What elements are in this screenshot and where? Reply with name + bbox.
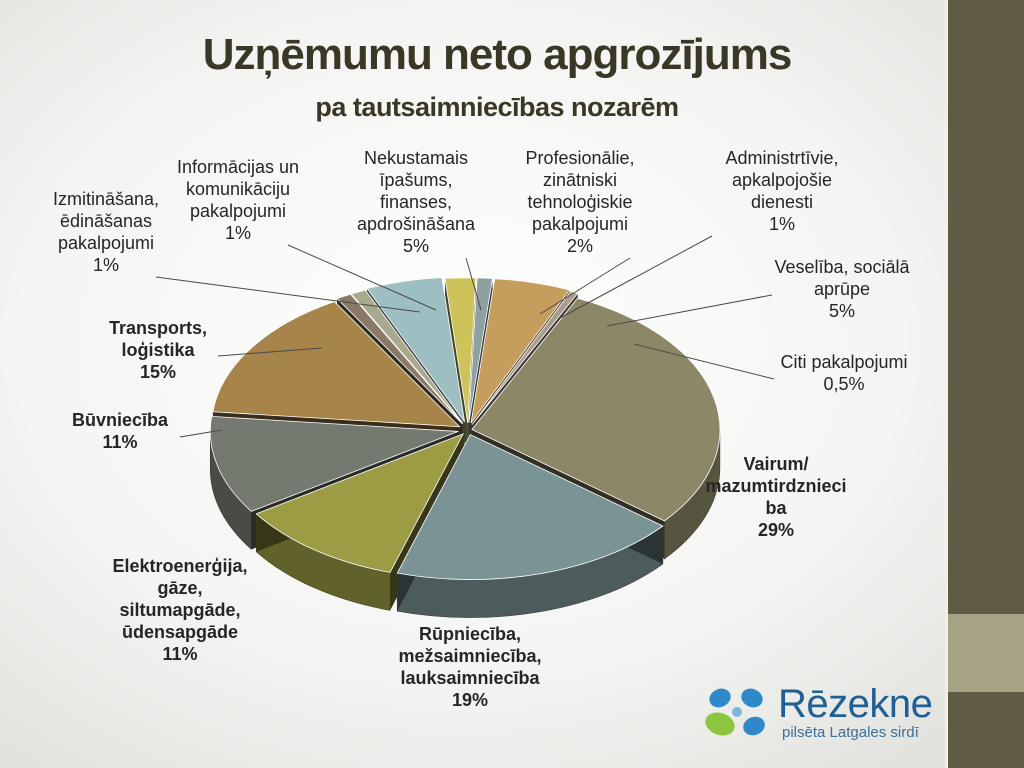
pie-slice-6: [336, 293, 463, 424]
leader-lines: [155, 235, 775, 438]
slice-label-11: Veselība, sociālā aprūpe 5%: [774, 257, 910, 321]
slide-subtitle: pa tautsaimniecības nozarēm: [315, 92, 679, 122]
slice-label-4: Būvniecība 11%: [72, 410, 169, 452]
pie-slice-7: [350, 289, 464, 424]
slice-label-12: Citi pakalpojumi 0,5%: [780, 352, 907, 394]
pie-tops: [209, 277, 721, 580]
slice-label-8: Nekustamais īpašums, finanses, apdrošināšan…: [357, 148, 476, 256]
pie-slice-3: [255, 433, 465, 573]
pie-slice-11: [470, 278, 571, 424]
slice-label-10: Administrtīvie, apkalpojošie dienesti 1%: [725, 148, 838, 234]
rezekne-logo: Rēzekne pilsēta Latgales sirdī: [700, 682, 940, 748]
slide-title: Uzņēmumu neto apgrozījums: [202, 30, 793, 79]
logo-name: Rēzekne: [778, 682, 933, 726]
leader-line-9: [539, 257, 631, 315]
pie-slice-4: [209, 415, 459, 512]
sidebar-divider: [945, 0, 948, 768]
slice-label-5: Transports, loģistika 15%: [109, 318, 207, 382]
leader-line-7: [287, 244, 437, 311]
slice-labels: Vairum/mazumtirdznieci ba 29% Rūpniecība, me…: [53, 148, 911, 710]
leader-line-4: [179, 429, 223, 438]
logo-tagline: pilsēta Latgales sirdī: [782, 724, 919, 741]
slice-label-2: Rūpniecība, mežsaimniecība, lauksaimniecīb…: [398, 624, 541, 710]
leader-line-12: [633, 343, 775, 380]
leader-line-8: [465, 257, 482, 311]
pie-chart: Vairum/mazumtirdznieci ba 29% Rūpniecība, me…: [53, 148, 911, 710]
leader-line-6: [155, 276, 421, 313]
logo-mark-icon: [705, 688, 765, 736]
pie-slice-8: [366, 277, 465, 423]
leader-line-10: [559, 235, 713, 319]
pie-slice-10: [468, 277, 494, 423]
slice-label-6: Izmitināšana, ēdināšanas pakalpojumi 1%: [53, 189, 159, 275]
sidebar-accent-band: [948, 614, 1024, 692]
slice-label-3: Elektroenerģija, gāze, siltumapgāde, ūdensa…: [112, 556, 247, 664]
slice-label-7: Informācijas un komunikāciju pakalpojumi 1%: [177, 157, 299, 243]
pie-slice-9: [444, 277, 477, 423]
pie-slice-2: [396, 434, 664, 580]
leader-line-5: [217, 347, 323, 357]
pie-slice-1: [471, 297, 721, 522]
slice-label-9: Profesionālie, zinātniski tehnoloģiskie pak…: [525, 148, 634, 256]
slice-label-1: Vairum/mazumtirdznieci ba 29%: [705, 454, 846, 540]
leader-line-11: [606, 294, 773, 327]
pie-slice-5: [212, 301, 461, 428]
